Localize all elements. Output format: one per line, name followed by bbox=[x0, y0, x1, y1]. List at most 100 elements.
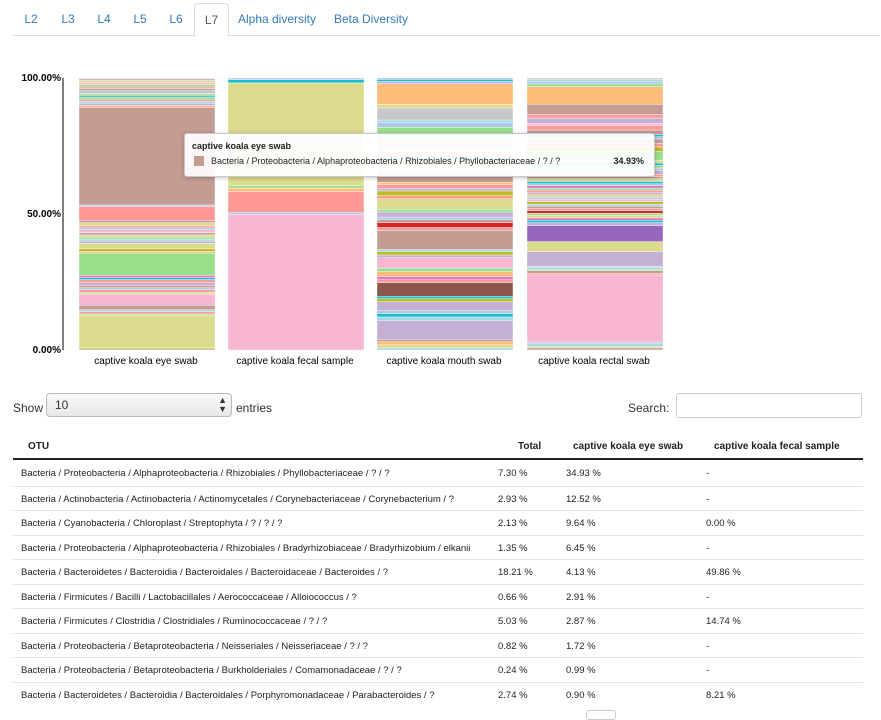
bar-segment[interactable] bbox=[526, 208, 664, 211]
tab-l3[interactable]: L3 bbox=[61, 12, 75, 26]
bar-segment[interactable] bbox=[376, 216, 514, 220]
bar-segment[interactable] bbox=[526, 274, 664, 343]
bar-segment[interactable] bbox=[227, 77, 365, 80]
bar-segment[interactable] bbox=[376, 296, 514, 299]
bar-segment[interactable] bbox=[526, 196, 664, 200]
bar-segment[interactable] bbox=[78, 240, 216, 244]
bar-segment[interactable] bbox=[526, 251, 664, 267]
bar-segment[interactable] bbox=[376, 190, 514, 196]
bar-segment[interactable] bbox=[78, 78, 216, 81]
bar-segment[interactable] bbox=[78, 243, 216, 250]
bar-segment[interactable] bbox=[376, 267, 514, 272]
bar-segment[interactable] bbox=[227, 185, 365, 189]
bar-segment[interactable] bbox=[376, 211, 514, 218]
bar-segment[interactable] bbox=[526, 347, 664, 351]
bar-segment[interactable] bbox=[376, 77, 514, 80]
bar-segment[interactable] bbox=[526, 225, 664, 242]
bar-segment[interactable] bbox=[376, 310, 514, 314]
bar-segment[interactable] bbox=[78, 234, 216, 238]
bar-segment[interactable] bbox=[78, 291, 216, 295]
header-fecal-sample[interactable]: captive koala fecal sample bbox=[714, 441, 840, 452]
tab-l4[interactable]: L4 bbox=[97, 12, 111, 26]
search-input[interactable] bbox=[676, 393, 862, 418]
tab-l6[interactable]: L6 bbox=[169, 12, 183, 26]
bar-segment[interactable] bbox=[376, 81, 514, 85]
bar-segment[interactable] bbox=[376, 339, 514, 342]
bar-segment[interactable] bbox=[376, 257, 514, 269]
bar-segment[interactable] bbox=[78, 222, 216, 227]
bar-segment[interactable] bbox=[78, 251, 216, 254]
bar-segment[interactable] bbox=[526, 104, 664, 115]
bar-segment[interactable] bbox=[376, 219, 514, 223]
bar-segment[interactable] bbox=[376, 316, 514, 321]
bar-segment[interactable] bbox=[526, 222, 664, 226]
bar-segment[interactable] bbox=[78, 313, 216, 316]
bar-segment[interactable] bbox=[526, 181, 664, 184]
bar-segment[interactable] bbox=[78, 287, 216, 290]
bar-segment[interactable] bbox=[376, 301, 514, 311]
page-size-select[interactable]: 10 ▲ ▼ bbox=[46, 393, 232, 417]
tab-l2[interactable]: L2 bbox=[24, 12, 38, 26]
bar-segment[interactable] bbox=[227, 211, 365, 215]
bar-segment[interactable] bbox=[227, 79, 365, 84]
bar-segment[interactable] bbox=[526, 210, 664, 214]
bar-segment[interactable] bbox=[78, 285, 216, 288]
bar-segment[interactable] bbox=[78, 206, 216, 221]
bar-segment[interactable] bbox=[376, 279, 514, 283]
bar-segment[interactable] bbox=[526, 241, 664, 252]
bar-segment[interactable] bbox=[78, 236, 216, 240]
bar-segment[interactable] bbox=[78, 105, 216, 108]
bar-segment[interactable] bbox=[526, 199, 664, 202]
bar-segment[interactable] bbox=[78, 96, 216, 100]
bar-segment[interactable] bbox=[376, 271, 514, 277]
header-total[interactable]: Total bbox=[518, 441, 542, 452]
bar-segment[interactable] bbox=[78, 86, 216, 89]
table-row[interactable]: Bacteria / Proteobacteria / Betaproteoba… bbox=[13, 632, 863, 658]
bar-segment[interactable] bbox=[376, 182, 514, 185]
bar-segment[interactable] bbox=[78, 92, 216, 96]
bar-segment[interactable] bbox=[376, 79, 514, 82]
bar-segment[interactable] bbox=[526, 341, 664, 345]
bar-segment[interactable] bbox=[526, 86, 664, 105]
bar-segment[interactable] bbox=[227, 187, 365, 192]
bar-segment[interactable] bbox=[526, 201, 664, 205]
tab-alpha-diversity[interactable]: Alpha diversity bbox=[237, 12, 317, 26]
bar-segment[interactable] bbox=[526, 194, 664, 198]
bar-segment[interactable] bbox=[78, 311, 216, 315]
bar-segment[interactable] bbox=[526, 272, 664, 276]
bar-segment[interactable] bbox=[376, 122, 514, 128]
bar-segment[interactable] bbox=[376, 254, 514, 258]
bar-segment[interactable] bbox=[376, 230, 514, 250]
bar-segment[interactable] bbox=[78, 82, 216, 85]
bar-segment[interactable] bbox=[78, 305, 216, 310]
bar-segment[interactable] bbox=[526, 265, 664, 268]
bar-segment[interactable] bbox=[376, 83, 514, 105]
table-row[interactable]: Bacteria / Actinobacteria / Actinobacter… bbox=[13, 485, 863, 511]
bar-segment[interactable] bbox=[526, 206, 664, 209]
bar-segment[interactable] bbox=[376, 195, 514, 200]
bar-segment[interactable] bbox=[526, 346, 664, 349]
bar-segment[interactable] bbox=[227, 82, 365, 136]
bar-segment[interactable] bbox=[78, 227, 216, 231]
bar-segment[interactable] bbox=[376, 341, 514, 346]
bar-segment[interactable] bbox=[78, 77, 216, 80]
bar-segment[interactable] bbox=[526, 220, 664, 223]
bar-segment[interactable] bbox=[78, 101, 216, 104]
bar-segment[interactable] bbox=[376, 320, 514, 340]
header-eye-swab[interactable]: captive koala eye swab bbox=[573, 441, 684, 452]
bar-segment[interactable] bbox=[526, 117, 664, 124]
bar-segment[interactable] bbox=[78, 289, 216, 293]
bar-segment[interactable] bbox=[376, 249, 514, 252]
bar-segment[interactable] bbox=[526, 270, 664, 274]
bar-segment[interactable] bbox=[526, 215, 664, 219]
bar-segment[interactable] bbox=[78, 229, 216, 233]
bar-segment[interactable] bbox=[526, 83, 664, 87]
bar-segment[interactable] bbox=[526, 269, 664, 272]
bar-segment[interactable] bbox=[526, 79, 664, 82]
bar-segment[interactable] bbox=[78, 315, 216, 348]
table-row[interactable]: Bacteria / Proteobacteria / Alphaproteob… bbox=[13, 461, 863, 486]
bar-segment[interactable] bbox=[376, 298, 514, 303]
bar-segment[interactable] bbox=[376, 313, 514, 318]
bar-segment[interactable] bbox=[78, 225, 216, 229]
bar-segment[interactable] bbox=[376, 208, 514, 213]
